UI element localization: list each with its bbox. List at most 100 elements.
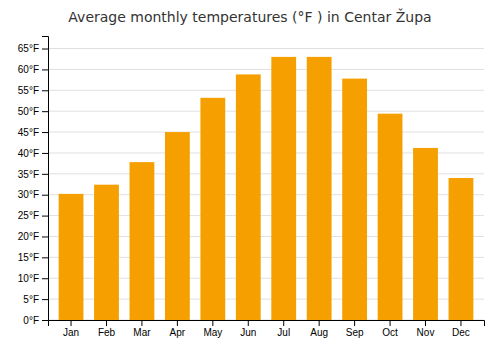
grid [48, 49, 484, 320]
x-axis-line [49, 321, 485, 327]
y-tick-mark [42, 320, 48, 321]
x-tick-mark [354, 320, 355, 326]
y-tick: 30°F [18, 189, 48, 200]
y-tick-label: 55°F [18, 85, 39, 96]
grid-line [48, 132, 484, 133]
bar [130, 162, 155, 320]
y-tick: 20°F [18, 231, 48, 242]
y-tick-label: 25°F [18, 210, 39, 221]
x-tick-label: Jul [277, 327, 290, 338]
x-tick-label: Nov [417, 327, 435, 338]
x-tick-label: Feb [98, 327, 116, 338]
x-tick-mark [425, 320, 426, 326]
y-tick: 60°F [18, 64, 48, 75]
y-tick-label: 45°F [18, 127, 39, 138]
y-tick-label: 40°F [18, 148, 39, 159]
x-tick-mark [71, 320, 72, 326]
x-tick-mark [141, 320, 142, 326]
bars [59, 57, 474, 320]
bar [236, 74, 261, 320]
y-tick-label: 65°F [18, 43, 39, 54]
title: Average monthly temperatures (°F ) in Ce… [68, 8, 431, 25]
x-tick-mark [248, 320, 249, 326]
bar [449, 178, 474, 320]
x-tick-mark [319, 320, 320, 326]
bar [413, 148, 438, 320]
chart: 0°F 5°F 10°F 15°F 20°F 25°F 30°F 35°F 40°F 45°F 50… [0, 0, 500, 350]
y-tick: 50°F [18, 106, 48, 117]
x-tick-label: Jun [240, 327, 256, 338]
y-tick-label: 35°F [18, 169, 39, 180]
x-tick: Sep [346, 320, 364, 338]
y-tick-label: 15°F [18, 252, 39, 263]
bar [342, 79, 367, 320]
x-tick: Oct [382, 320, 398, 338]
x-tick-label: Jan [63, 327, 79, 338]
y-tick-label: 50°F [18, 106, 39, 117]
grid-line [48, 111, 484, 112]
bar [165, 132, 190, 320]
x-tick: Feb [98, 320, 116, 338]
x-tick-label: Dec [452, 327, 470, 338]
x-tick: Mar [133, 320, 151, 338]
x-tick-mark [212, 320, 213, 326]
plot: 0°F 5°F 10°F 15°F 20°F 25°F 30°F 35°F 40°F 45°F 50… [18, 37, 485, 339]
x-tick: May [203, 320, 222, 338]
y-tick-mark [42, 216, 48, 217]
y-tick-mark [42, 257, 48, 258]
grid-line [48, 90, 484, 91]
bar [59, 194, 84, 320]
bar [94, 185, 119, 320]
x-tick-mark [283, 320, 284, 326]
x-tick-label: Mar [133, 327, 151, 338]
y-tick: 40°F [18, 148, 48, 159]
y-tick-label: 20°F [18, 231, 39, 242]
y-tick-label: 0°F [23, 315, 39, 326]
x-tick-label: Apr [170, 327, 186, 338]
y-tick: 10°F [18, 273, 48, 284]
x-tick-label: May [203, 327, 222, 338]
y-tick-mark [42, 153, 48, 154]
x-tick-label: Sep [346, 327, 364, 338]
x-tick: Dec [452, 320, 470, 338]
y-tick-mark [42, 69, 48, 70]
x-axis: Jan Feb Mar Apr May Jun Jul Aug Sep Oct Nov Dec [49, 320, 485, 338]
y-tick-mark [42, 132, 48, 133]
y-tick-mark [42, 90, 48, 91]
grid-line [48, 48, 484, 49]
y-tick-mark [42, 174, 48, 175]
bar [378, 114, 403, 320]
bar [271, 57, 296, 320]
y-tick: 0°F [23, 315, 48, 326]
bar [200, 98, 225, 320]
y-tick-mark [42, 111, 48, 112]
x-tick-mark [106, 320, 107, 326]
y-tick-mark [42, 195, 48, 196]
y-tick: 25°F [18, 210, 48, 221]
y-tick: 45°F [18, 127, 48, 138]
x-tick-label: Aug [310, 327, 328, 338]
x-tick-label: Oct [382, 327, 398, 338]
y-tick: 55°F [18, 85, 48, 96]
y-tick: 35°F [18, 169, 48, 180]
x-tick: Aug [310, 320, 328, 338]
y-axis: 0°F 5°F 10°F 15°F 20°F 25°F 30°F 35°F 40°F 45°F 50… [18, 37, 49, 326]
y-tick-label: 10°F [18, 273, 39, 284]
x-tick: Jun [240, 320, 256, 338]
y-axis-line [42, 37, 49, 321]
x-tick-mark [390, 320, 391, 326]
grid-line [48, 69, 484, 70]
y-tick-label: 60°F [18, 64, 39, 75]
x-tick-mark [460, 320, 461, 326]
y-tick-mark [42, 299, 48, 300]
x-tick: Nov [417, 320, 435, 338]
y-tick: 15°F [18, 252, 48, 263]
x-tick: Jan [63, 320, 79, 338]
x-tick: Apr [170, 320, 186, 338]
x-tick: Jul [277, 320, 290, 338]
y-tick: 5°F [23, 294, 48, 305]
y-tick-mark [42, 278, 48, 279]
y-tick-mark [42, 49, 48, 50]
y-tick-label: 30°F [18, 189, 39, 200]
y-tick-label: 5°F [23, 294, 39, 305]
